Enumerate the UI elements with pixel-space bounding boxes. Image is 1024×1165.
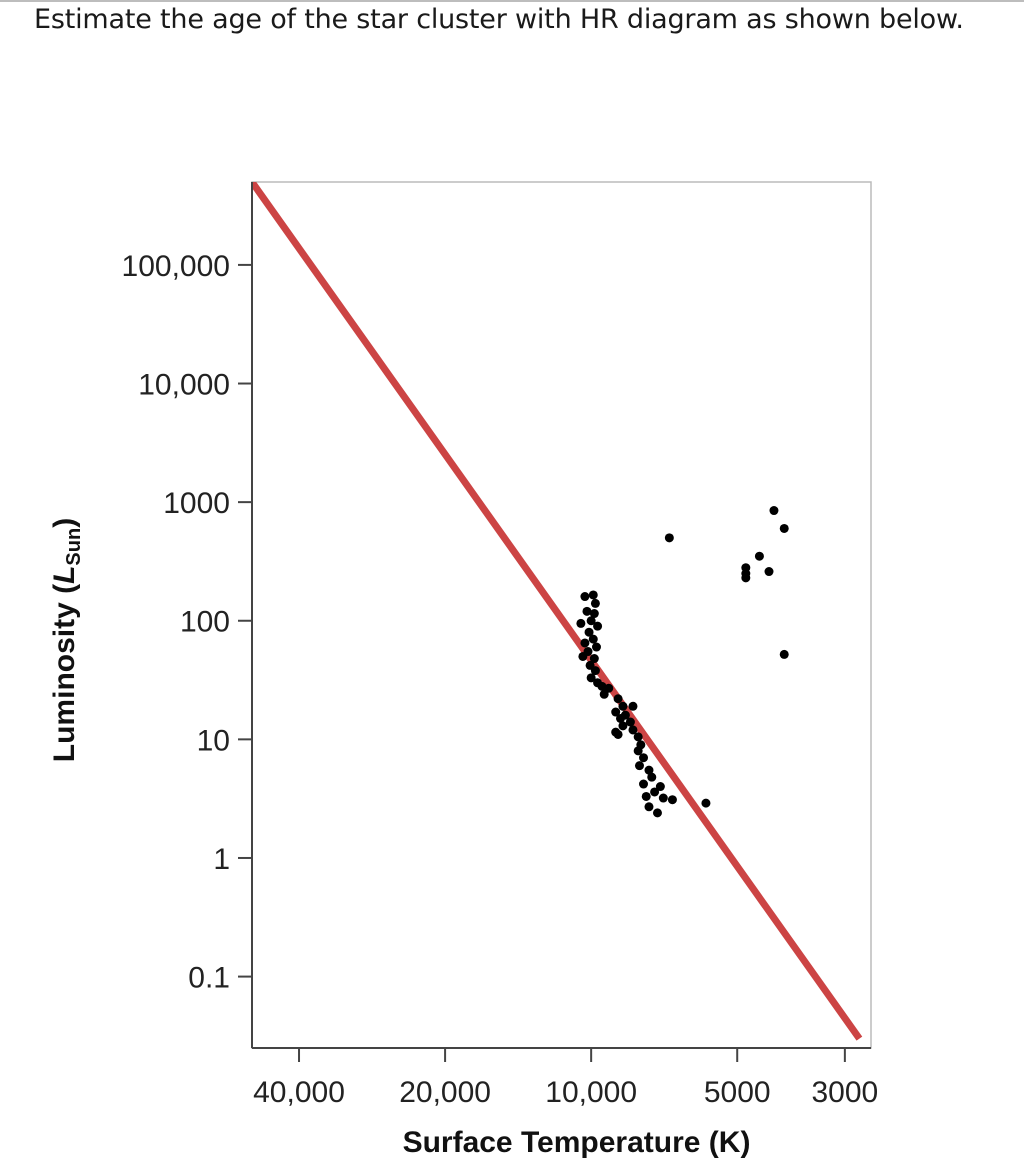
star-point xyxy=(586,673,596,683)
y-axis-title-sub: Sun xyxy=(63,528,85,566)
star-point xyxy=(633,732,643,742)
question-text: Estimate the age of the star cluster wit… xyxy=(34,4,964,35)
x-tick-label: 40,000 xyxy=(253,1076,345,1109)
star-point xyxy=(650,787,660,797)
y-axis-title: Luminosity (LSun) xyxy=(48,518,85,762)
star-point xyxy=(779,523,789,533)
x-tick-label: 3000 xyxy=(811,1076,878,1109)
star-point xyxy=(615,713,625,723)
star-point xyxy=(644,765,654,775)
y-tick-label: 1000 xyxy=(163,487,230,520)
star-point xyxy=(655,782,665,792)
star-point xyxy=(639,779,649,789)
star-point xyxy=(591,642,601,652)
star-point xyxy=(764,567,774,577)
y-tick-label: 100,000 xyxy=(122,250,230,283)
star-point xyxy=(584,627,594,637)
star-point xyxy=(578,651,588,661)
star-point xyxy=(658,793,668,803)
star-point xyxy=(580,638,590,648)
star-point xyxy=(613,694,623,704)
star-point xyxy=(769,506,779,516)
star-point xyxy=(652,808,662,818)
x-tick-label: 5000 xyxy=(704,1076,771,1109)
star-point xyxy=(576,618,586,628)
star-point xyxy=(634,761,644,771)
star-point xyxy=(664,533,674,543)
star-point xyxy=(590,666,600,676)
y-tick-label: 100 xyxy=(180,606,230,639)
main-sequence-line xyxy=(252,182,863,1041)
star-point xyxy=(589,609,599,619)
star-point xyxy=(641,791,651,801)
star-point xyxy=(589,654,599,664)
y-axis-title-close: ) xyxy=(48,518,81,528)
top-divider xyxy=(0,0,1024,2)
star-point xyxy=(599,689,609,699)
x-tick-label: 20,000 xyxy=(399,1076,491,1109)
star-point xyxy=(644,802,654,812)
star-point xyxy=(588,634,598,644)
data-points-group xyxy=(576,506,789,818)
star-point xyxy=(667,795,677,805)
star-point xyxy=(741,573,751,583)
star-point xyxy=(590,598,600,608)
star-point xyxy=(586,616,596,626)
star-point xyxy=(611,727,621,737)
star-point xyxy=(618,721,628,731)
star-point xyxy=(639,753,649,763)
star-point xyxy=(647,772,657,782)
star-point xyxy=(701,798,711,808)
x-axis-title: Surface Temperature (K) xyxy=(403,1126,751,1159)
y-axis-title-italic: L xyxy=(48,566,81,584)
star-point xyxy=(582,606,592,616)
star-point xyxy=(633,746,643,756)
main-sequence-line-group xyxy=(252,182,863,1041)
star-point xyxy=(779,649,789,659)
star-point xyxy=(611,707,621,717)
y-tick-label: 1 xyxy=(213,843,230,876)
star-point xyxy=(625,717,635,727)
star-point xyxy=(628,701,638,711)
star-point xyxy=(628,725,638,735)
star-point xyxy=(754,551,764,561)
axes-group: 100,000 10,000 1000 100 10 1 0.1 40,000 20,000 10… xyxy=(122,182,878,1109)
y-tick-label: 10 xyxy=(197,724,230,757)
y-tick-label: 0.1 xyxy=(188,962,230,995)
y-tick-label: 10,000 xyxy=(138,369,230,402)
star-point xyxy=(597,681,607,691)
x-tick-label: 10,000 xyxy=(545,1076,637,1109)
star-point xyxy=(588,590,598,600)
star-point xyxy=(593,621,603,631)
y-axis-title-main: Luminosity ( xyxy=(48,584,81,762)
star-point xyxy=(580,592,590,602)
star-point xyxy=(618,701,628,711)
